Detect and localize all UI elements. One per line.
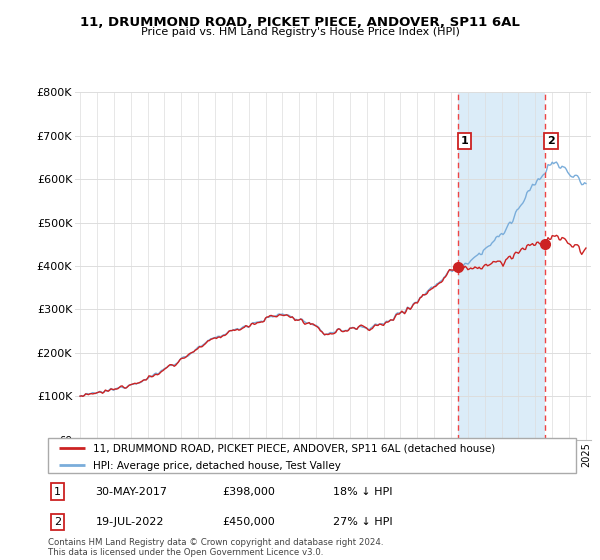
Text: 18% ↓ HPI: 18% ↓ HPI	[333, 487, 392, 497]
Text: 27% ↓ HPI: 27% ↓ HPI	[333, 517, 393, 527]
Text: 1: 1	[54, 487, 61, 497]
Text: 30-MAY-2017: 30-MAY-2017	[95, 487, 167, 497]
Text: 19-JUL-2022: 19-JUL-2022	[95, 517, 164, 527]
Text: Price paid vs. HM Land Registry's House Price Index (HPI): Price paid vs. HM Land Registry's House …	[140, 27, 460, 37]
Text: 2: 2	[54, 517, 61, 527]
Text: 2: 2	[547, 136, 555, 146]
Text: 11, DRUMMOND ROAD, PICKET PIECE, ANDOVER, SP11 6AL (detached house): 11, DRUMMOND ROAD, PICKET PIECE, ANDOVER…	[93, 444, 495, 454]
Text: 11, DRUMMOND ROAD, PICKET PIECE, ANDOVER, SP11 6AL: 11, DRUMMOND ROAD, PICKET PIECE, ANDOVER…	[80, 16, 520, 29]
Text: £398,000: £398,000	[222, 487, 275, 497]
Bar	[458, 92, 545, 440]
Text: HPI: Average price, detached house, Test Valley: HPI: Average price, detached house, Test…	[93, 461, 341, 472]
Text: 1: 1	[460, 136, 468, 146]
Text: Contains HM Land Registry data © Crown copyright and database right 2024.
This d: Contains HM Land Registry data © Crown c…	[48, 538, 383, 557]
Text: £450,000: £450,000	[222, 517, 275, 527]
